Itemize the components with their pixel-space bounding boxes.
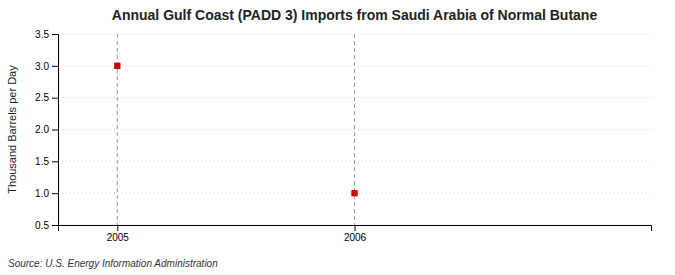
y-tick-mark: [52, 66, 58, 67]
y-tick-label: 1.5: [35, 156, 49, 167]
x-tick: 2006: [344, 225, 367, 243]
chart-title: Annual Gulf Coast (PADD 3) Imports from …: [112, 7, 598, 23]
grid: [58, 34, 651, 225]
y-tick: 2.0: [35, 124, 58, 135]
y-tick-mark: [52, 34, 58, 35]
data-layer: [114, 63, 358, 197]
y-grid-line: [58, 129, 651, 130]
plot: 2005 2006 0.5 1.0 1.5 2.0 2.5 3.0 3.5: [35, 29, 651, 243]
y-tick-label: 1.0: [35, 188, 49, 199]
x-grid-line: [117, 34, 118, 225]
y-tick-mark: [52, 193, 58, 194]
x-tick-mark: [355, 225, 356, 231]
y-tick: 1.0: [35, 188, 58, 199]
y-tick-label: 2.0: [35, 124, 49, 135]
y-tick: 3.0: [35, 61, 58, 72]
x-grid-line: [354, 34, 355, 225]
y-axis: 0.5 1.0 1.5 2.0 2.5 3.0 3.5: [35, 29, 58, 231]
y-tick: 3.5: [35, 29, 58, 40]
y-tick-label: 3.5: [35, 29, 49, 40]
data-point: [351, 190, 357, 196]
source-note: Source: U.S. Energy Information Administ…: [8, 258, 218, 269]
y-tick-mark: [52, 225, 58, 226]
y-axis-line: [52, 35, 59, 226]
y-axis-title: Thousand Barrels per Day: [6, 65, 18, 194]
x-tick-label: 2006: [344, 232, 367, 243]
y-tick-mark: [52, 98, 58, 99]
y-tick-label: 0.5: [35, 220, 49, 231]
x-tick-label: 2005: [107, 232, 130, 243]
x-tick: 2005: [107, 225, 130, 243]
data-point: [114, 63, 120, 69]
x-tick-mark: [117, 225, 118, 231]
y-tick-label: 3.0: [35, 61, 49, 72]
x-axis: 2005 2006: [59, 225, 652, 243]
y-tick: 2.5: [35, 92, 58, 103]
y-tick-label: 2.5: [35, 92, 49, 103]
y-tick-mark: [52, 161, 58, 162]
y-tick: 1.5: [35, 156, 58, 167]
x-axis-line: [59, 226, 652, 232]
y-tick: 0.5: [35, 220, 58, 231]
chart-svg: 2005 2006 0.5 1.0 1.5 2.0 2.5 3.0 3.5 Annual Gulf…: [0, 0, 675, 275]
y-tick-mark: [52, 130, 58, 131]
